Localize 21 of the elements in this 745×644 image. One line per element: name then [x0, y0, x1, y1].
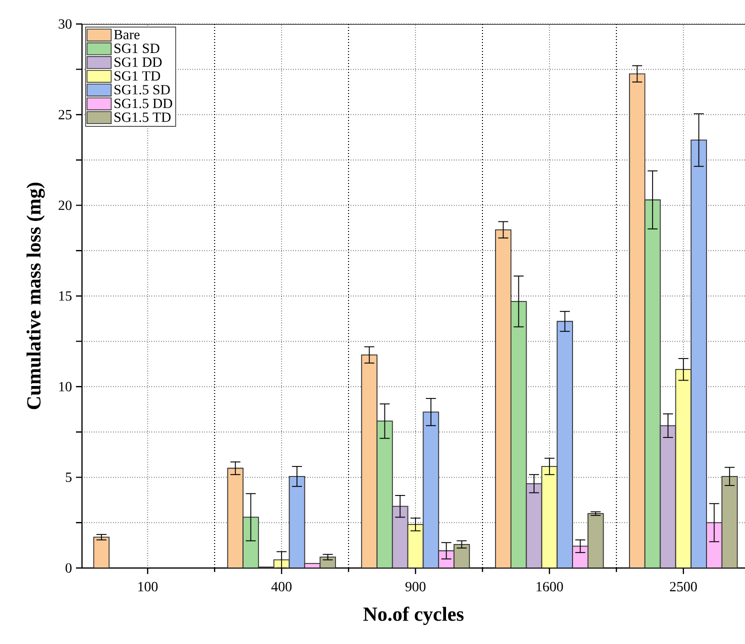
legend-label: SG1.5 DD: [114, 98, 172, 108]
y-tick-label: 10: [59, 382, 72, 392]
legend-label: SG1 SD: [114, 44, 160, 54]
x-axis-title: No.of cycles: [363, 606, 464, 626]
y-tick-label: 0: [66, 563, 72, 573]
x-tick-label: 1600: [536, 582, 563, 592]
x-tick-label: 2500: [670, 582, 697, 592]
y-axis-title: Cumulative mass loss (mg): [26, 182, 45, 410]
x-tick-label: 400: [271, 582, 292, 592]
y-tick-label: 25: [58, 110, 72, 120]
y-tick-label: 15: [59, 291, 72, 301]
x-tick-label: 900: [405, 582, 426, 592]
legend-label: SG1 TD: [114, 71, 160, 81]
y-tick-label: 30: [58, 19, 72, 29]
legend-label: SG1.5 TD: [114, 112, 171, 122]
legend-label: SG1 DD: [114, 57, 162, 67]
y-tick-label: 20: [58, 200, 72, 210]
legend-label: SG1.5 SD: [114, 84, 170, 94]
y-tick-label: 5: [66, 472, 72, 482]
x-tick-label: 100: [138, 582, 158, 592]
legend-label: Bare: [114, 30, 140, 40]
